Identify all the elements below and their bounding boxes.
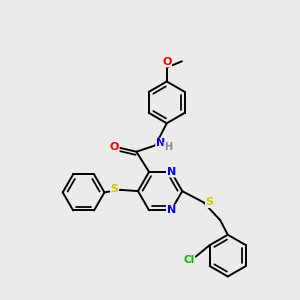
Text: S: S (111, 184, 119, 194)
Text: H: H (164, 142, 172, 152)
Text: N: N (156, 139, 165, 148)
Text: S: S (206, 197, 213, 208)
Text: O: O (110, 142, 119, 152)
Text: N: N (167, 205, 176, 215)
Text: N: N (167, 167, 176, 177)
Text: O: O (162, 57, 171, 67)
Text: Cl: Cl (183, 255, 194, 266)
